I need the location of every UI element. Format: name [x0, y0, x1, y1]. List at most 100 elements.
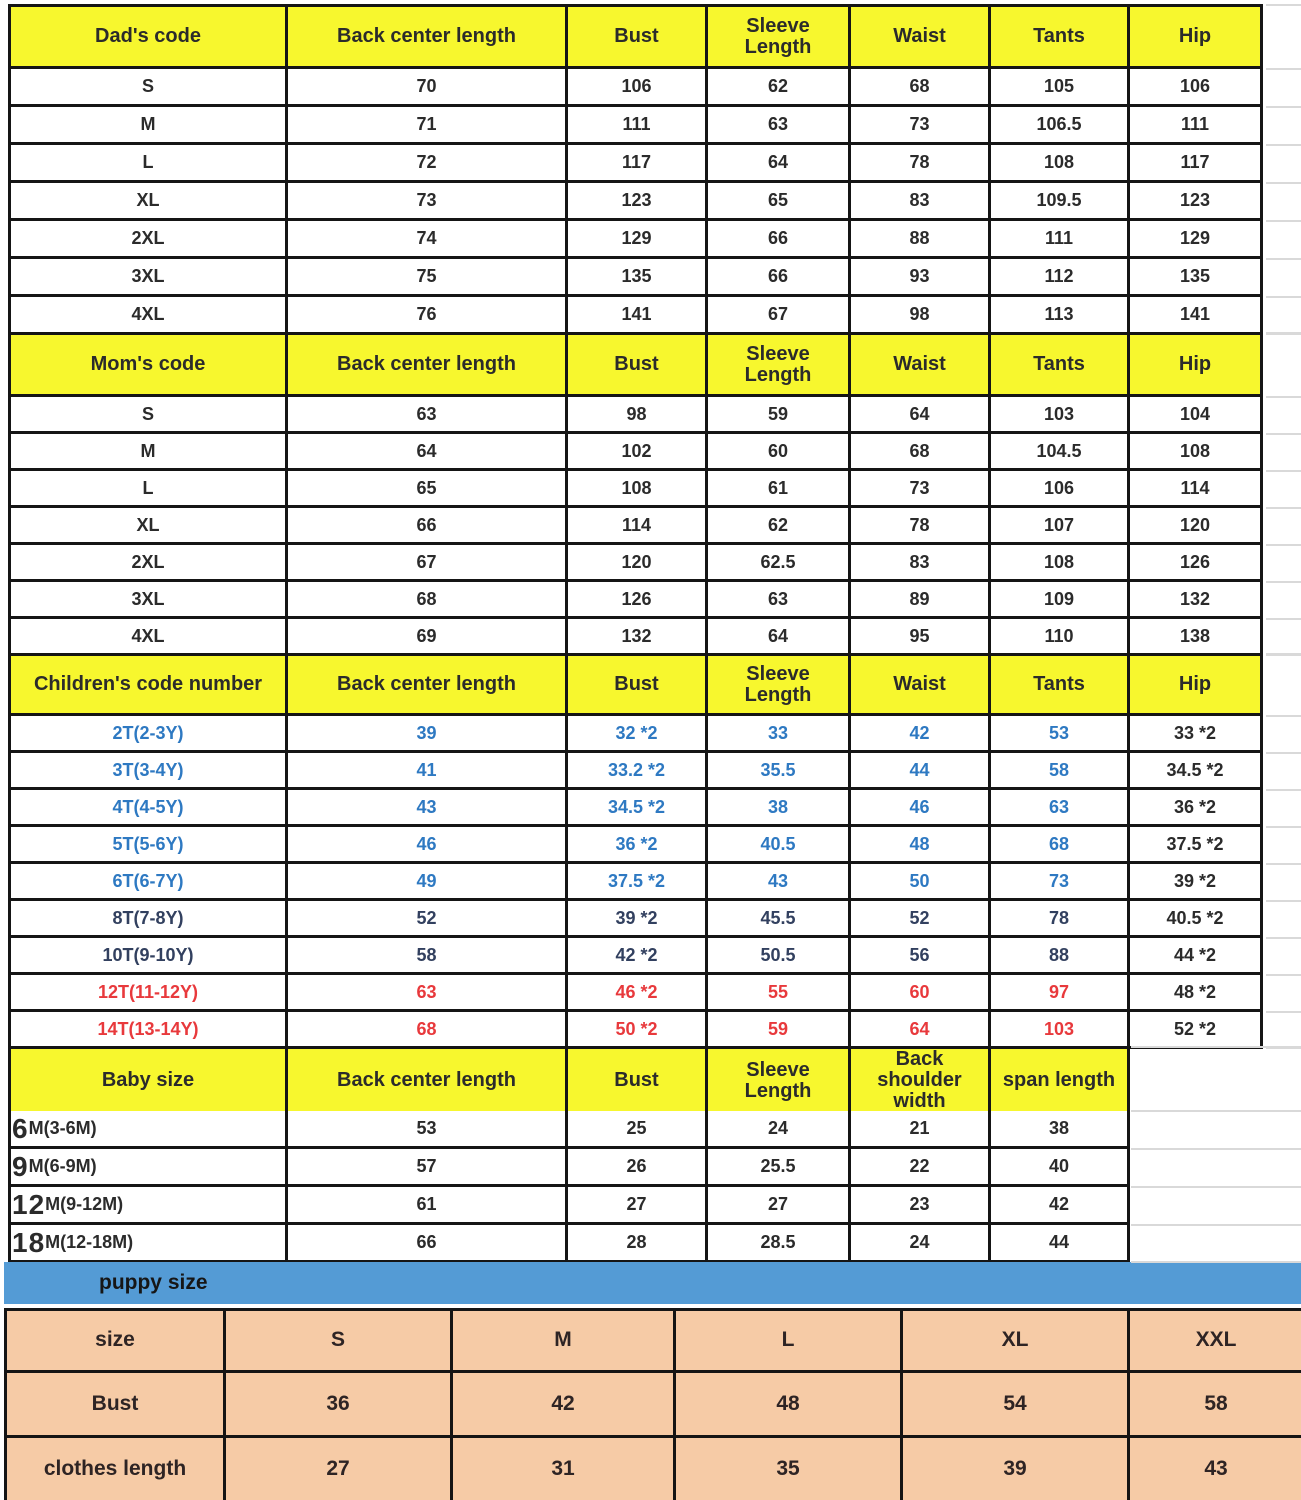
puppy-row-label: clothes length — [7, 1438, 223, 1500]
grid-line — [1266, 220, 1301, 222]
value-cell: 93 — [851, 259, 988, 294]
value-cell: 106 — [1130, 69, 1260, 104]
value-cell: 103 — [991, 397, 1127, 431]
puppy-table-row: size S M L XL XXL — [7, 1311, 1301, 1370]
puppy-value-cell: 27 — [226, 1438, 450, 1500]
value-cell: 43 — [708, 864, 848, 898]
value-cell: 56 — [851, 938, 988, 972]
puppy-value-cell: L — [676, 1311, 900, 1370]
header-cell: Waist — [851, 335, 988, 394]
value-cell: 73 — [991, 864, 1127, 898]
size-cell: XL — [11, 183, 285, 218]
table-row: S 63 98 59 64 103 104 — [11, 397, 1260, 431]
size-tables: Dad's code Back center length Bust Sleeve L… — [8, 4, 1263, 1263]
header-cell: Bust — [568, 656, 705, 713]
size-cell: 18 M(12-18M) — [11, 1225, 285, 1260]
value-cell: 68 — [288, 1012, 565, 1046]
value-cell: 63 — [288, 975, 565, 1009]
header-cell: Waist — [851, 7, 988, 66]
puppy-value-cell: S — [226, 1311, 450, 1370]
value-cell: 63 — [288, 397, 565, 431]
table-row: L 65 108 61 73 106 114 — [11, 471, 1260, 505]
grid-line — [1266, 900, 1301, 902]
value-cell: 53 — [991, 716, 1127, 750]
header-row: Children's code number Back center length… — [11, 656, 1260, 713]
value-cell: 61 — [708, 471, 848, 505]
value-cell: 111 — [568, 107, 705, 142]
value-cell: 64 — [851, 1012, 988, 1046]
value-cell: 66 — [708, 259, 848, 294]
value-cell: 33 — [708, 716, 848, 750]
dad-table: Dad's code Back center length Bust Sleeve L… — [8, 4, 1263, 335]
size-cell: 3T(3-4Y) — [11, 753, 285, 787]
header-cell: Waist — [851, 656, 988, 713]
value-cell: 106 — [991, 471, 1127, 505]
value-cell: 88 — [991, 938, 1127, 972]
size-cell: M — [11, 107, 285, 142]
baby-table: Baby size Back center length Bust Sleeve Le… — [8, 1046, 1130, 1263]
grid-line — [1266, 581, 1301, 583]
size-cell: 14T(13-14Y) — [11, 1012, 285, 1046]
value-cell: 64 — [851, 397, 988, 431]
grid-line — [1266, 654, 1301, 656]
value-cell: 39 *2 — [568, 901, 705, 935]
header-cell: Tants — [991, 335, 1127, 394]
value-cell: 44 *2 — [1130, 938, 1260, 972]
value-cell: 44 — [851, 753, 988, 787]
header-cell: span length — [991, 1049, 1127, 1112]
table-row: 5T(5-6Y) 46 36 *2 40.5 48 68 37.5 *2 — [11, 827, 1260, 861]
grid-line — [1131, 1224, 1301, 1226]
table-row: 6 M(3-6M) 53 25 24 21 38 — [11, 1111, 1127, 1146]
header-cell: Dad's code — [11, 7, 285, 66]
header-cell: Sleeve Length — [708, 335, 848, 394]
value-cell: 112 — [991, 259, 1127, 294]
value-cell: 66 — [288, 1225, 565, 1260]
children-table: Children's code number Back center length… — [8, 653, 1263, 1049]
value-cell: 46 *2 — [568, 975, 705, 1009]
value-cell: 32 *2 — [568, 716, 705, 750]
grid-line — [1266, 433, 1301, 435]
puppy-value-cell: 43 — [1130, 1438, 1301, 1500]
value-cell: 68 — [851, 69, 988, 104]
size-cell-rest-text: M(9-12M) — [45, 1194, 124, 1215]
value-cell: 113 — [991, 297, 1127, 332]
value-cell: 50 *2 — [568, 1012, 705, 1046]
grid-line — [1266, 826, 1301, 828]
value-cell: 36 *2 — [1130, 790, 1260, 824]
size-cell: L — [11, 471, 285, 505]
value-cell: 107 — [991, 508, 1127, 542]
size-cell-rest-text: M(12-18M) — [45, 1232, 134, 1253]
size-cell: 9 M(6-9M) — [11, 1149, 285, 1184]
header-cell: Hip — [1130, 656, 1260, 713]
size-cell-big-text: 9 — [12, 1150, 29, 1182]
value-cell: 24 — [851, 1225, 988, 1260]
value-cell: 132 — [568, 619, 705, 653]
puppy-value-cell: 35 — [676, 1438, 900, 1500]
size-cell: M — [11, 434, 285, 468]
size-cell-rest-text: M(6-9M) — [28, 1156, 97, 1177]
grid-line — [1266, 396, 1301, 398]
value-cell: 111 — [991, 221, 1127, 256]
size-cell-big-text: 12 — [12, 1188, 46, 1220]
value-cell: 49 — [288, 864, 565, 898]
table-row: 4T(4-5Y) 43 34.5 *2 38 46 63 36 *2 — [11, 790, 1260, 824]
grid-line — [1131, 1148, 1301, 1150]
value-cell: 48 *2 — [1130, 975, 1260, 1009]
size-cell-big-text: 6 — [12, 1112, 29, 1144]
grid-line — [1266, 715, 1301, 717]
value-cell: 62.5 — [708, 545, 848, 579]
grid-line — [1266, 544, 1301, 546]
value-cell: 88 — [851, 221, 988, 256]
puppy-value-cell: 42 — [453, 1373, 673, 1435]
grid-line — [1131, 1046, 1301, 1048]
value-cell: 58 — [288, 938, 565, 972]
mom-table: Mom's code Back center length Bust Sleeve L… — [8, 332, 1263, 656]
table-row: XL 66 114 62 78 107 120 — [11, 508, 1260, 542]
value-cell: 120 — [1130, 508, 1260, 542]
header-cell: Back center length — [288, 335, 565, 394]
value-cell: 33 *2 — [1130, 716, 1260, 750]
grid-line — [1266, 1011, 1301, 1013]
value-cell: 78 — [991, 901, 1127, 935]
value-cell: 108 — [991, 145, 1127, 180]
table-row: 12T(11-12Y) 63 46 *2 55 60 97 48 *2 — [11, 975, 1260, 1009]
